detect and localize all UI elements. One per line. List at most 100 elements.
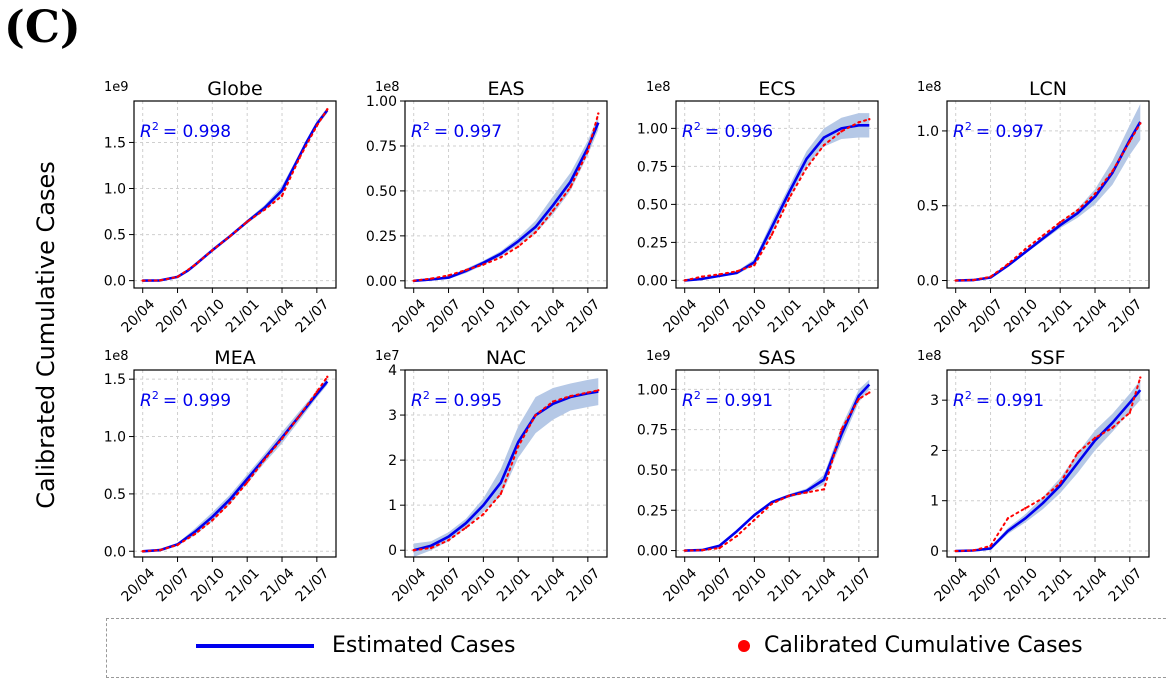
subplot-title: LCN — [1029, 78, 1067, 100]
calibrated-point — [868, 391, 871, 394]
calibrated-point — [700, 275, 704, 278]
uncertainty-band — [684, 113, 870, 281]
calibrated-point — [193, 532, 197, 536]
calibrated-point — [429, 546, 433, 550]
calibrated-point — [245, 220, 249, 223]
y-tick-label: 1.00 — [637, 121, 668, 137]
x-tick-label: 20/10 — [1001, 296, 1041, 336]
x-tick-label: 20/10 — [1001, 565, 1041, 605]
calibrated-point — [840, 428, 843, 431]
r2-label: R2 = 0.997 — [953, 120, 1044, 142]
calibrated-point — [482, 512, 485, 516]
calibrated-point — [534, 413, 537, 417]
y-tick-label: 0.0 — [104, 544, 126, 560]
y-tick-label: 0.75 — [637, 159, 668, 175]
calibrated-point — [787, 197, 791, 200]
x-tick-label: 21/07 — [1106, 296, 1146, 336]
subplot-title: Globe — [207, 78, 262, 100]
y-tick-label: 1.5 — [104, 372, 126, 388]
calibrated-point — [735, 534, 739, 538]
y-tick-label: 1 — [930, 494, 939, 510]
x-tick-label: 21/01 — [1036, 296, 1076, 336]
x-tick-label: 21/01 — [223, 296, 263, 336]
calibrated-line — [683, 391, 871, 552]
y-tick-label: 0.50 — [637, 197, 668, 213]
plot-frame — [675, 100, 879, 289]
calibrated-point — [551, 400, 555, 403]
y-tick-label: 0.75 — [637, 423, 668, 439]
calibrated-point — [412, 549, 415, 552]
legend-item-estimated: Estimated Cases — [196, 633, 515, 658]
calibrated-point — [464, 268, 468, 272]
r2-label: R2 = 0.999 — [140, 389, 231, 411]
calibrated-point — [770, 502, 773, 506]
x-tick-label: 21/04 — [800, 296, 840, 336]
x-tick-label: 20/04 — [389, 296, 429, 336]
x-tick-label: 20/04 — [389, 565, 429, 605]
subplot-eas: EAS 1e8 0.00 0.25 0.50 0.75 1.00 20/0420/0720/1… — [366, 78, 608, 336]
plot-frame — [946, 100, 1150, 289]
plot-frame — [404, 369, 608, 558]
x-tick-label: 20/04 — [660, 565, 700, 605]
calibrated-point — [1076, 209, 1079, 212]
calibrated-point — [857, 121, 861, 124]
y-tick-label: 1.00 — [637, 382, 668, 398]
calibrated-point — [1041, 496, 1044, 500]
legend-label-calibrated: Calibrated Cumulative Cases — [764, 633, 1083, 658]
calibrated-point — [1093, 192, 1097, 195]
y-tick-label: 1.00 — [366, 94, 397, 110]
y-tick-label: 0.00 — [637, 273, 668, 289]
calibrated-point — [326, 108, 329, 111]
calibrated-line — [954, 122, 1142, 282]
calibrated-point — [499, 492, 502, 496]
calibrated-point — [868, 118, 871, 121]
x-tick-label: 20/04 — [660, 296, 700, 336]
estimated-line — [955, 389, 1142, 553]
subplot-mea: MEA1e80.00.51.01.520/0420/0720/1021/0121… — [104, 347, 337, 605]
calibrated-line — [954, 376, 1142, 552]
calibrated-point — [298, 156, 301, 160]
y-tick-label: 0.25 — [366, 229, 397, 245]
axis-multiplier: 1e8 — [646, 80, 671, 95]
plot-frame — [404, 100, 608, 289]
calibrated-point — [158, 548, 162, 552]
calibrated-point — [176, 275, 179, 279]
y-tick-label: 3 — [930, 393, 939, 409]
calibrated-point — [499, 256, 502, 259]
calibrated-point — [1041, 234, 1044, 237]
calibrated-point — [805, 491, 808, 494]
x-tick-label: 20/07 — [424, 296, 464, 336]
calibrated-point — [822, 143, 826, 147]
x-tick-label: 21/07 — [564, 565, 604, 605]
x-tick-label: 20/10 — [459, 565, 499, 605]
y-tick-label: 0.0 — [104, 274, 126, 290]
x-tick-label: 21/04 — [258, 296, 298, 336]
y-tick-label: 0.0 — [917, 274, 939, 290]
axis-multiplier: 1e8 — [104, 349, 129, 364]
subplot-title: EAS — [487, 78, 524, 100]
calibrated-point — [315, 390, 319, 393]
axis-multiplier: 1e8 — [917, 80, 942, 95]
calibrated-point — [586, 150, 590, 153]
y-tick-label: 1.5 — [104, 135, 126, 151]
subplot-lcn: LCN 1e8 0.0 0.5 1.0 20/0420/0720/1021/0121/04… — [917, 78, 1150, 336]
legend-label-estimated: Estimated Cases — [332, 633, 516, 658]
calibrated-point — [753, 263, 756, 267]
calibrated-point — [1006, 517, 1010, 520]
calibrated-line — [412, 112, 600, 282]
calibrated-point — [326, 375, 329, 379]
subplot-globe: Globe 1e9 0.0 0.5 1.0 1.5 20/0420/0720/1021/01… — [104, 78, 337, 336]
calibrated-point — [158, 279, 162, 282]
calibrated-point — [534, 231, 537, 234]
subplot-nac: NAC 1e7 0 1 2 3 4 20/0420/0720/1021/0121/0421/0… — [375, 347, 608, 605]
calibrated-point — [447, 539, 450, 542]
x-tick-label: 20/07 — [966, 296, 1006, 336]
x-tick-label: 20/10 — [188, 565, 228, 605]
calibrated-point — [569, 186, 572, 189]
calibrated-point — [683, 279, 686, 282]
x-tick-label: 21/01 — [494, 565, 534, 605]
r2-label: R2 = 0.997 — [411, 120, 502, 142]
y-tick-label: 0.75 — [366, 139, 397, 155]
calibrated-point — [857, 397, 861, 401]
x-tick-label: 20/10 — [188, 296, 228, 336]
